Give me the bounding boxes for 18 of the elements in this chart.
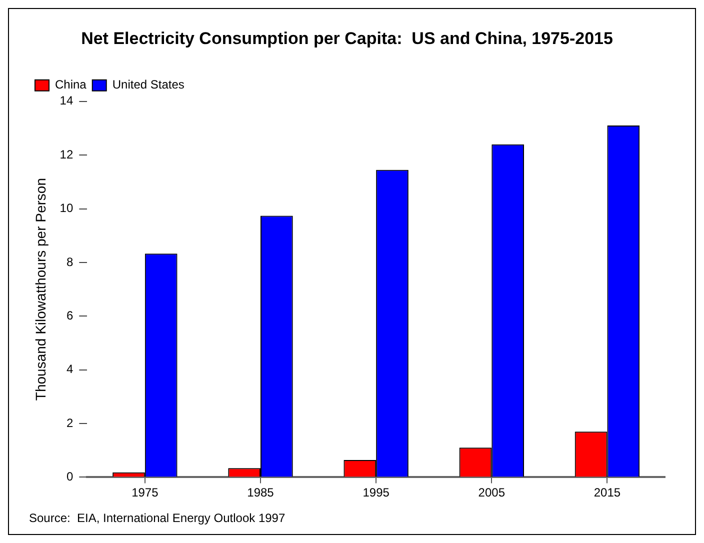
y-tick-label: 8 bbox=[66, 254, 74, 269]
y-tick-label: 2 bbox=[66, 416, 74, 430]
chart-title: Net Electricity Consumption per Capita: US and China, 1975-2015 bbox=[81, 28, 613, 48]
source-note: Source: EIA, International Energy Outlook 1997 bbox=[29, 511, 286, 526]
x-tick-label: 2005 bbox=[478, 486, 506, 500]
y-tick-label: 0 bbox=[66, 470, 74, 484]
x-tick-label: 2015 bbox=[594, 486, 621, 500]
legend-label: China bbox=[55, 78, 87, 92]
legend-label: United States bbox=[112, 78, 184, 92]
y-tick-label: 10 bbox=[60, 201, 74, 216]
y-axis-title: Thousand Kilowatthours per Person bbox=[32, 178, 48, 401]
y-tick-label: 6 bbox=[66, 308, 74, 322]
x-tick-label: 1995 bbox=[362, 486, 390, 500]
y-tick-label: 14 bbox=[60, 94, 74, 108]
y-tick-label: 12 bbox=[60, 147, 74, 162]
y-tick-label: 4 bbox=[66, 362, 74, 376]
x-tick-label: 1975 bbox=[132, 486, 159, 500]
x-tick-label: 1985 bbox=[247, 486, 274, 500]
